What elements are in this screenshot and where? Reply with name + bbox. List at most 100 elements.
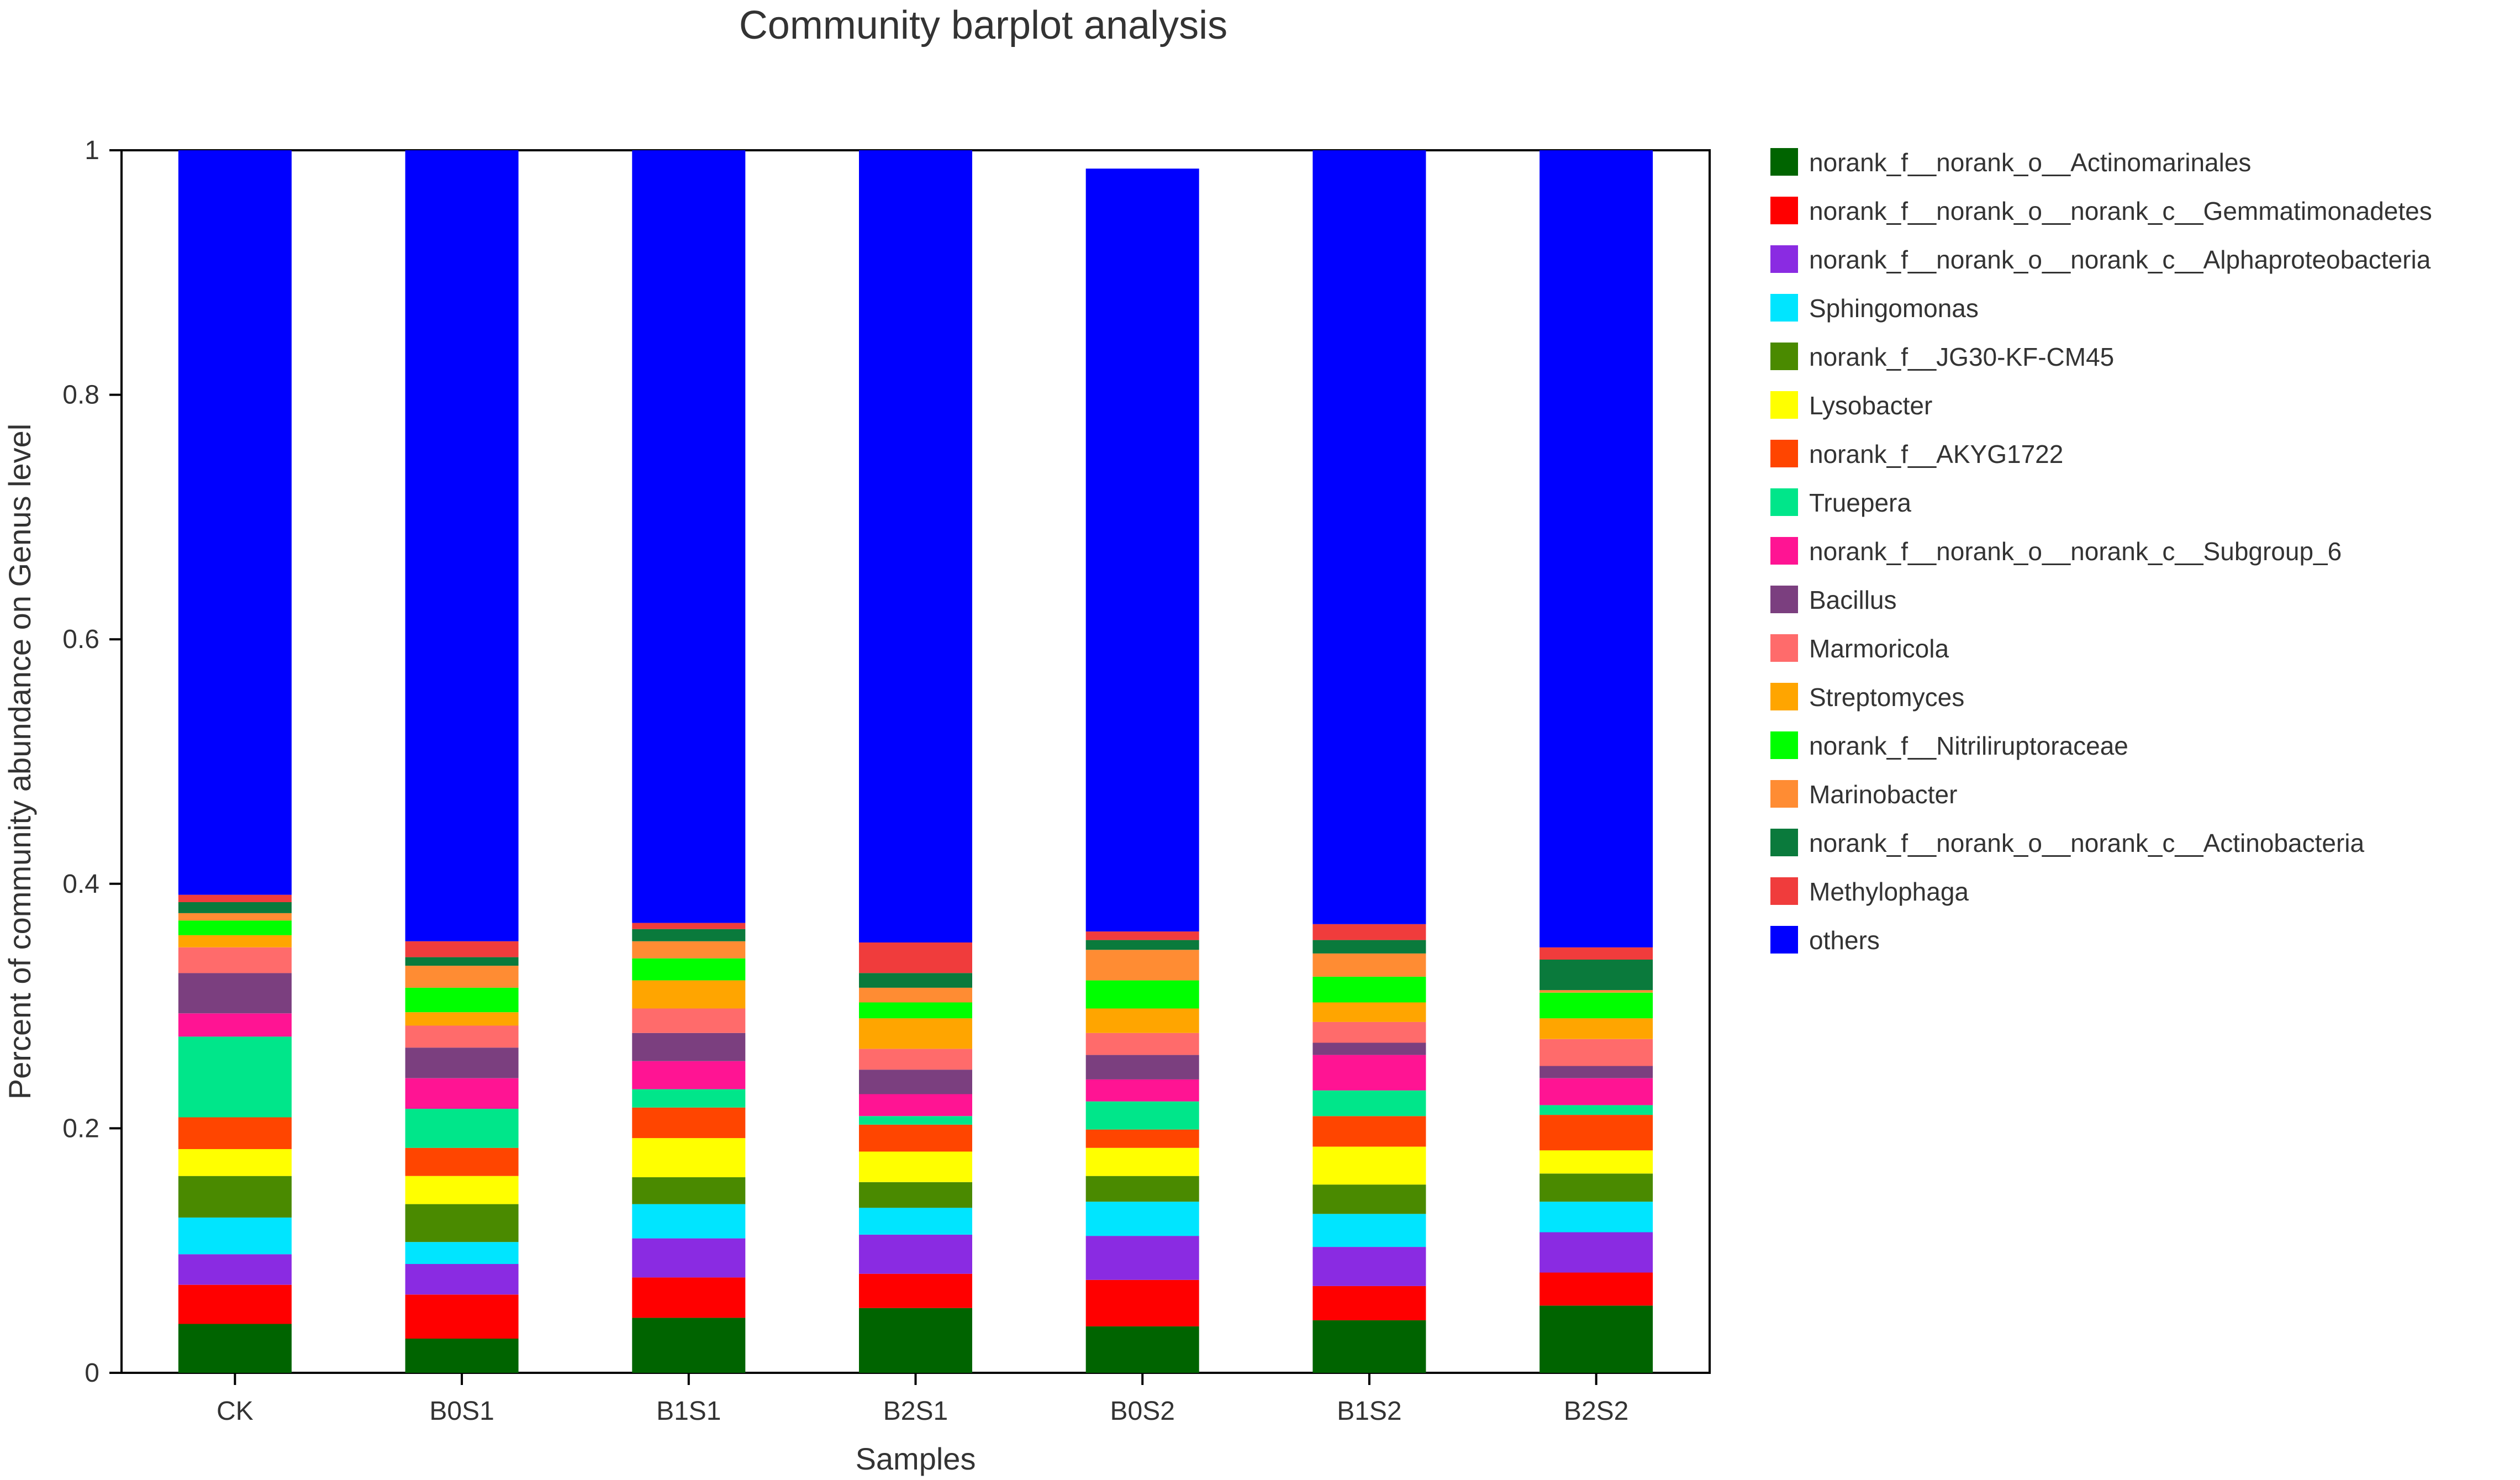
bar-segment-b1s2-10	[1312, 1021, 1426, 1043]
bar-segment-b1s2-7	[1312, 1090, 1426, 1116]
legend-item: norank_f__AKYG1722	[1770, 440, 2063, 468]
bar-segment-b0s1-12	[405, 987, 519, 1013]
bar-stack-b1s2	[1312, 150, 1426, 1373]
bar-segment-b1s2-13	[1312, 953, 1426, 977]
bar-segment-b2s1-9	[859, 1070, 972, 1094]
bar-segment-ck-13	[178, 913, 292, 921]
bar-segment-b1s2-8	[1312, 1055, 1426, 1091]
bar-segment-b0s2-10	[1085, 1033, 1199, 1055]
bar-segment-b0s2-16	[1085, 168, 1199, 932]
x-tick-label: CK	[217, 1397, 254, 1426]
bar-segment-ck-5	[178, 1149, 292, 1176]
bar-segment-b0s1-3	[405, 1242, 519, 1264]
bar-segment-ck-12	[178, 920, 292, 935]
bar-stack-b2s1	[859, 150, 972, 1373]
bar-segment-b2s1-8	[859, 1094, 972, 1116]
y-tick-label: 0	[85, 1358, 99, 1388]
legend-swatch	[1770, 780, 1798, 808]
bar-segment-b1s2-1	[1312, 1286, 1426, 1320]
legend-swatch	[1770, 245, 1798, 273]
bar-segment-b0s1-14	[405, 957, 519, 966]
bar-segment-b2s1-13	[859, 987, 972, 1003]
legend-swatch	[1770, 343, 1798, 370]
legend: norank_f__norank_o__Actinomarinalesnoran…	[1770, 148, 2432, 955]
legend-item: Streptomyces	[1770, 683, 1964, 712]
x-axis-label: Samples	[856, 1441, 976, 1476]
legend-label: Truepera	[1809, 488, 1911, 517]
bar-segment-ck-15	[178, 894, 292, 902]
bar-segment-b0s1-10	[405, 1025, 519, 1048]
bar-segment-b2s1-7	[859, 1116, 972, 1125]
legend-label: Marinobacter	[1809, 780, 1957, 809]
bar-segment-b2s2-14	[1540, 960, 1653, 991]
y-axis: 0 0.2 0.4 0.6 0.8 1	[62, 136, 122, 1388]
legend-item: norank_f__norank_o__norank_c__Subgroup_6	[1770, 537, 2342, 566]
bar-segment-b0s1-13	[405, 966, 519, 988]
bar-segment-ck-10	[178, 947, 292, 973]
legend-swatch	[1770, 440, 1798, 467]
bar-segment-b1s1-5	[632, 1138, 746, 1177]
bar-segment-ck-1	[178, 1284, 292, 1324]
bar-segment-b2s2-0	[1540, 1305, 1653, 1373]
bar-segment-b1s1-10	[632, 1008, 746, 1033]
legend-label: Bacillus	[1809, 586, 1897, 614]
bars-layer	[178, 150, 1653, 1373]
bar-segment-b2s1-12	[859, 1002, 972, 1019]
legend-swatch	[1770, 148, 1798, 176]
bar-segment-b1s2-12	[1312, 977, 1426, 1003]
bar-segment-b2s2-2	[1540, 1232, 1653, 1273]
legend-label: Streptomyces	[1809, 683, 1964, 712]
legend-item: Sphingomonas	[1770, 294, 1979, 323]
bar-segment-b2s1-4	[859, 1182, 972, 1208]
legend-label: norank_f__norank_o__Actinomarinales	[1809, 148, 2251, 177]
bar-segment-b2s2-7	[1540, 1105, 1653, 1115]
bar-segment-b1s2-2	[1312, 1247, 1426, 1286]
bar-segment-b1s2-5	[1312, 1146, 1426, 1185]
legend-label: norank_f__JG30-KF-CM45	[1809, 343, 2114, 371]
legend-swatch	[1770, 197, 1798, 224]
legend-item: Lysobacter	[1770, 391, 1932, 420]
legend-label: Lysobacter	[1809, 391, 1932, 420]
bar-segment-b2s2-5	[1540, 1150, 1653, 1174]
legend-item: norank_f__JG30-KF-CM45	[1770, 343, 2114, 371]
bar-segment-b0s2-8	[1085, 1079, 1199, 1102]
bar-segment-b1s1-14	[632, 929, 746, 941]
legend-item: norank_f__norank_o__norank_c__Alphaprote…	[1770, 245, 2431, 274]
bar-segment-b0s1-7	[405, 1109, 519, 1148]
bar-segment-b2s1-10	[859, 1049, 972, 1070]
legend-swatch	[1770, 294, 1798, 322]
legend-label: norank_f__norank_o__norank_c__Alphaprote…	[1809, 245, 2431, 274]
bar-segment-b1s2-9	[1312, 1042, 1426, 1055]
bar-stack-b0s2	[1085, 168, 1199, 1373]
x-tick-label: B1S1	[656, 1397, 721, 1426]
bar-segment-b2s2-3	[1540, 1202, 1653, 1233]
bar-segment-b0s2-13	[1085, 950, 1199, 981]
bar-segment-ck-8	[178, 1013, 292, 1037]
bar-segment-b2s1-16	[859, 150, 972, 942]
bar-segment-ck-7	[178, 1036, 292, 1118]
bar-segment-b0s2-14	[1085, 940, 1199, 950]
y-tick-label: 0.4	[62, 870, 99, 899]
legend-swatch	[1770, 391, 1798, 419]
legend-label: norank_f__AKYG1722	[1809, 440, 2063, 468]
bar-segment-ck-6	[178, 1117, 292, 1149]
y-tick-label: 1	[85, 136, 99, 165]
bar-segment-b1s1-12	[632, 958, 746, 981]
legend-swatch	[1770, 683, 1798, 710]
bar-segment-b0s1-9	[405, 1047, 519, 1078]
bar-segment-b0s2-0	[1085, 1326, 1199, 1373]
bar-segment-b1s1-9	[632, 1033, 746, 1061]
legend-swatch	[1770, 634, 1798, 662]
bar-segment-b2s1-11	[859, 1018, 972, 1049]
bar-segment-b2s2-10	[1540, 1039, 1653, 1066]
bar-segment-b1s2-16	[1312, 150, 1426, 924]
legend-swatch	[1770, 877, 1798, 905]
y-tick-label: 0.6	[62, 625, 99, 654]
y-tick-label: 0.8	[62, 381, 99, 410]
bar-segment-ck-16	[178, 150, 292, 895]
legend-item: Marinobacter	[1770, 780, 1957, 809]
x-tick-label: B1S2	[1337, 1397, 1401, 1426]
bar-segment-b1s2-14	[1312, 940, 1426, 954]
bar-segment-ck-0	[178, 1324, 292, 1373]
